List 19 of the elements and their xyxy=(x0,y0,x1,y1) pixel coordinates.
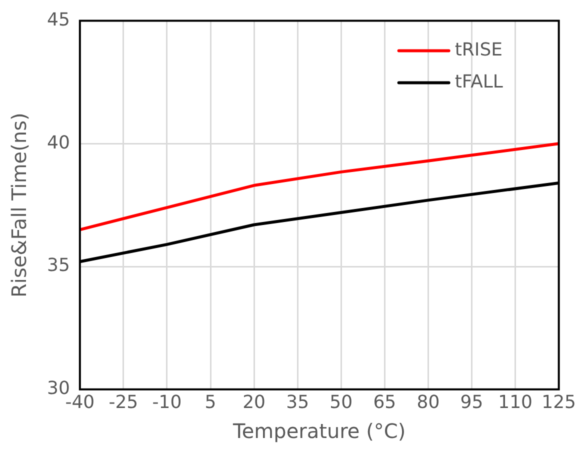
x-tick-label: 65 xyxy=(373,392,396,413)
x-tick-label: 35 xyxy=(286,392,310,413)
legend-label: tRISE xyxy=(454,39,502,60)
y-tick-label: 35 xyxy=(47,255,70,276)
x-tick-label: 125 xyxy=(542,392,576,413)
x-tick-label: 95 xyxy=(460,392,484,413)
x-axis-title: Temperature (°C) xyxy=(232,419,406,444)
x-tick-label: 20 xyxy=(242,392,266,413)
legend-label: tFALL xyxy=(454,71,503,92)
y-axis-title: Rise&Fall Time(ns) xyxy=(7,112,32,298)
y-tick-label: 40 xyxy=(47,132,70,154)
x-tick-label: 50 xyxy=(330,392,353,413)
x-tick-label: -25 xyxy=(108,392,138,413)
x-tick-label: 80 xyxy=(416,392,440,413)
y-tick-label: 45 xyxy=(47,9,70,30)
x-tick-label: 110 xyxy=(498,392,532,413)
x-tick-label: -10 xyxy=(152,392,182,413)
y-tick-label: 30 xyxy=(47,378,70,400)
x-tick-label: 5 xyxy=(204,392,216,413)
